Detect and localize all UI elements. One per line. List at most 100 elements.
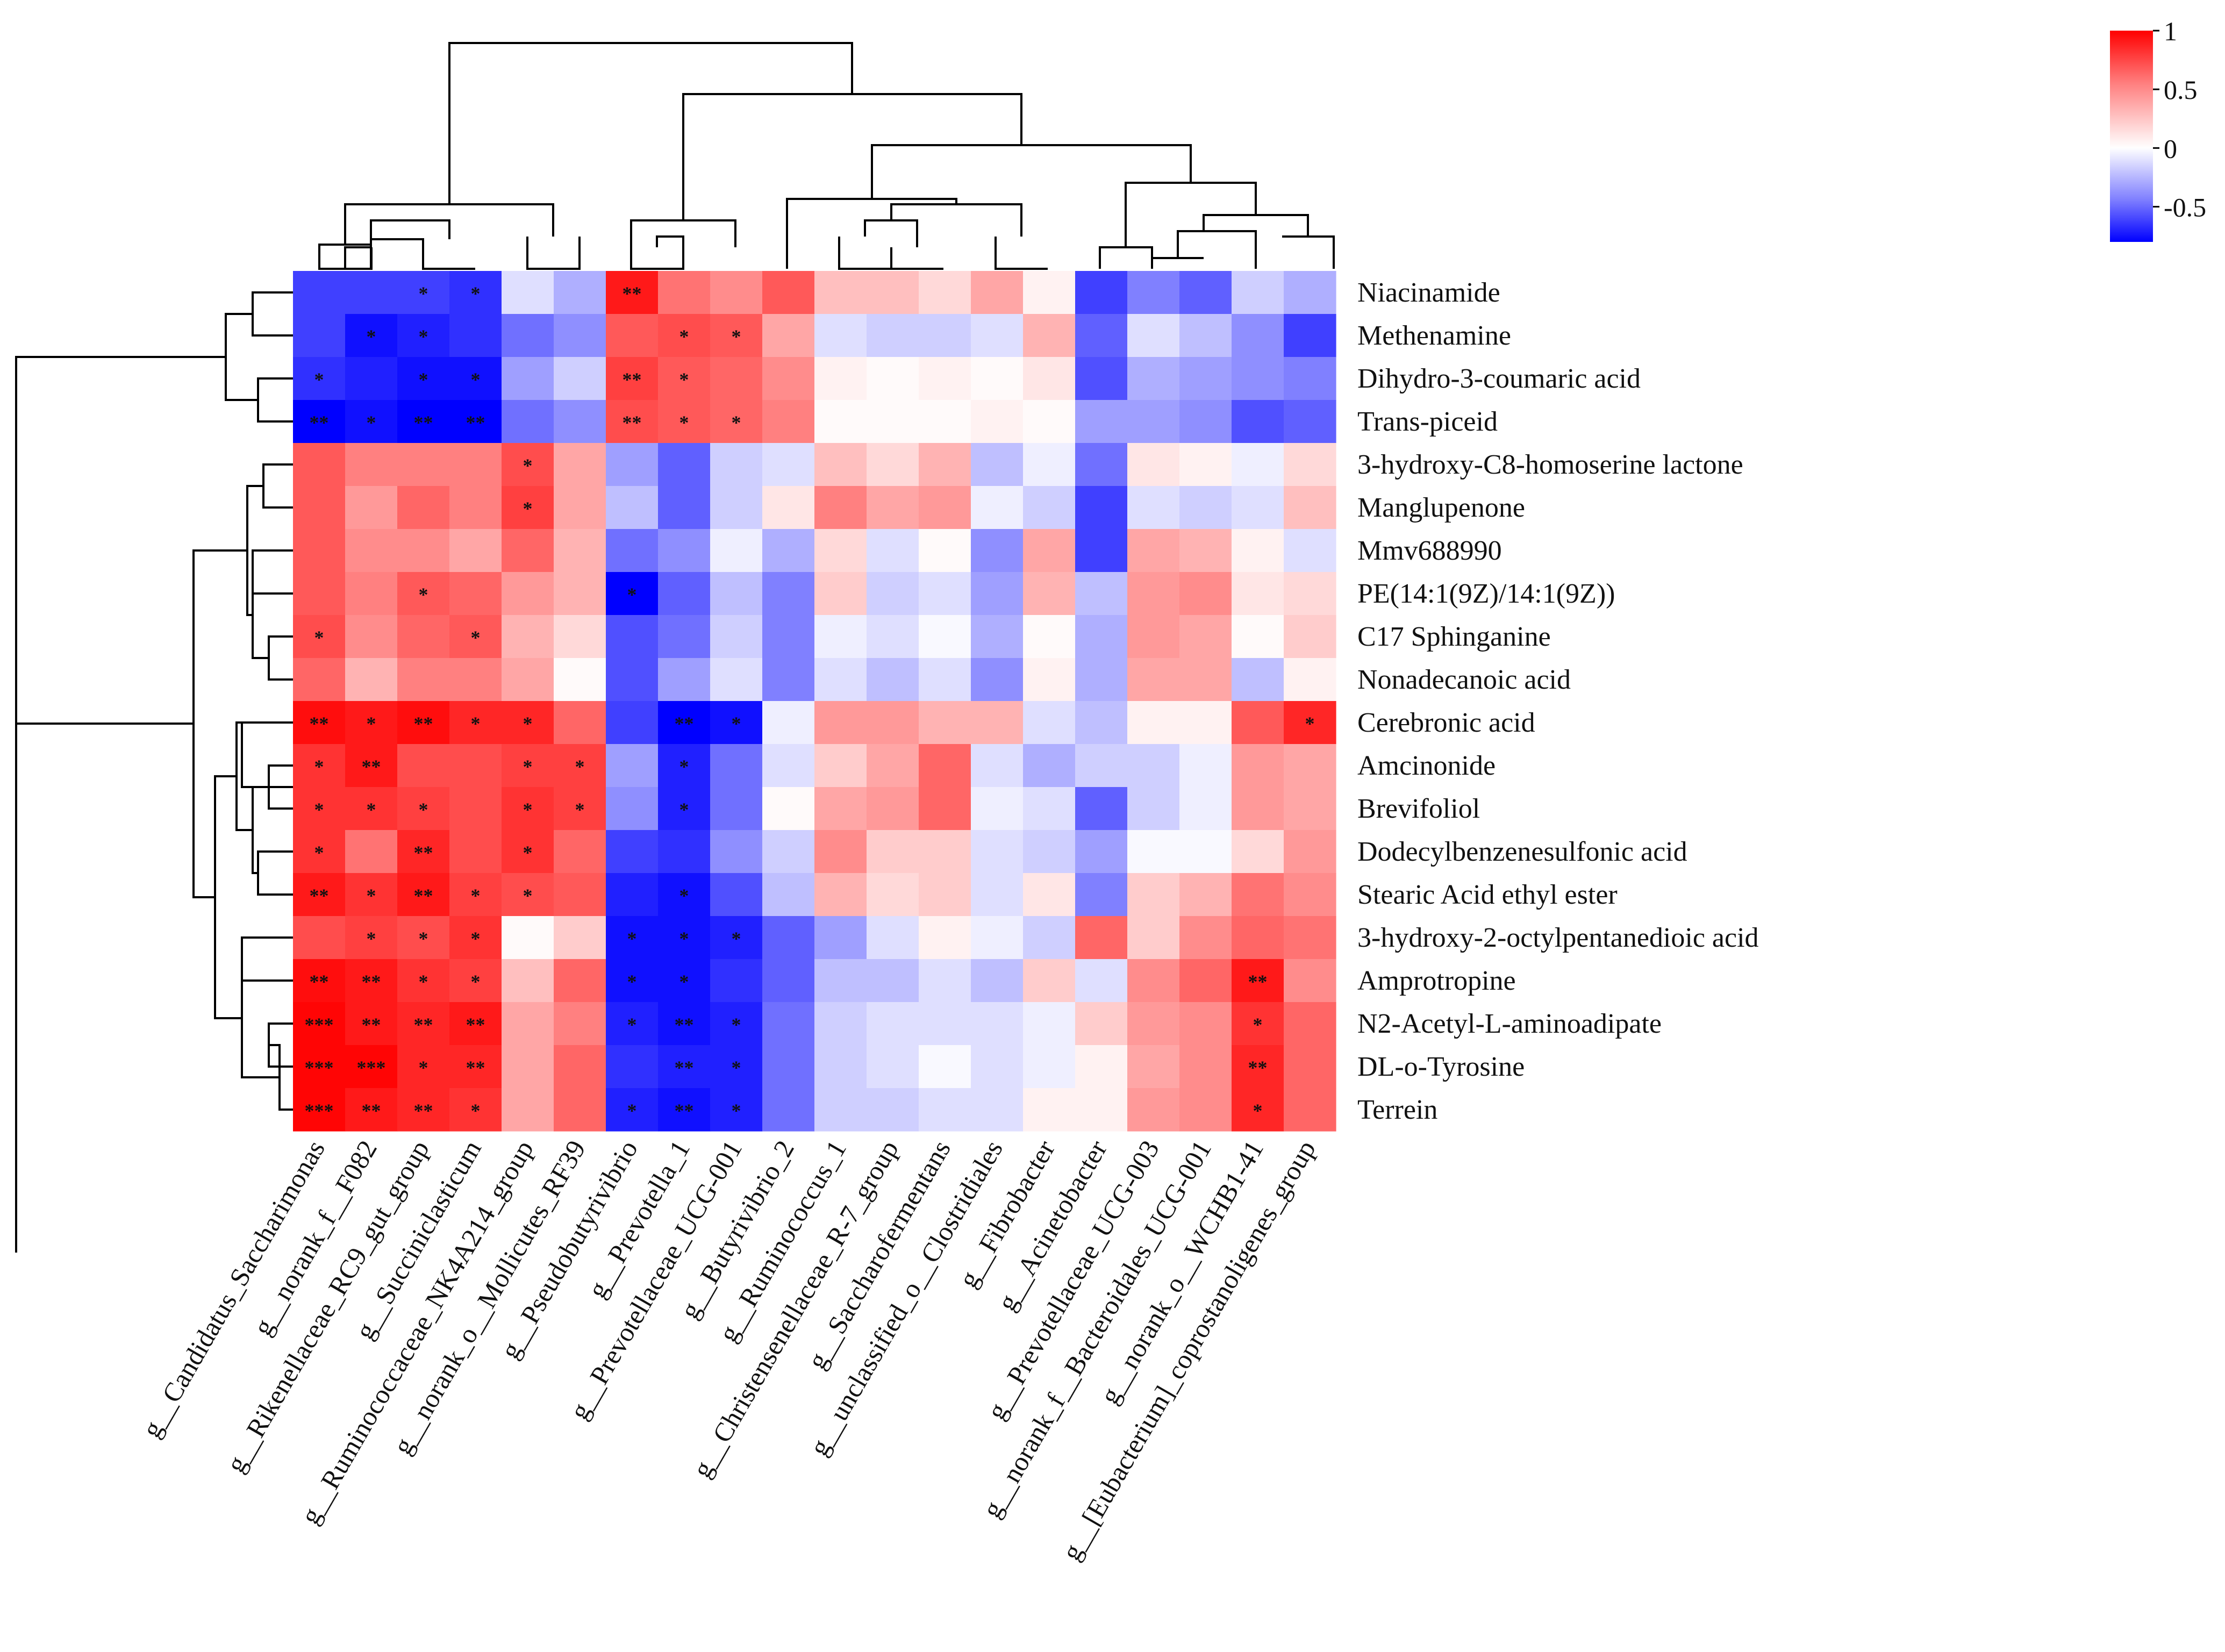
heatmap-cell xyxy=(1179,486,1232,530)
heatmap-cell xyxy=(710,787,763,831)
significance-mark: * xyxy=(367,713,376,734)
heatmap-cell xyxy=(345,1088,398,1132)
col-dendro-link-28 xyxy=(682,93,1022,204)
heatmap-cell xyxy=(554,314,606,357)
significance-mark: * xyxy=(471,369,481,390)
heatmap-cell xyxy=(1023,486,1076,530)
significance-mark: * xyxy=(732,412,741,433)
heatmap-cell xyxy=(971,1002,1024,1046)
heatmap-cell xyxy=(1232,873,1284,917)
heatmap-cell xyxy=(658,916,711,960)
heatmap-cell xyxy=(710,658,763,702)
heatmap-cell xyxy=(658,787,711,831)
heatmap-cell xyxy=(1232,1088,1284,1132)
heatmap-cell xyxy=(658,572,711,616)
heatmap-cell xyxy=(867,1088,919,1132)
heatmap-cell xyxy=(867,916,919,960)
significance-mark: *** xyxy=(357,1057,386,1078)
heatmap-cell xyxy=(345,400,398,444)
heatmap-cell xyxy=(449,1002,502,1046)
significance-mark: ** xyxy=(310,713,329,734)
row-label: 3-hydroxy-C8-homoserine lactone xyxy=(1357,449,1743,480)
heatmap-cell xyxy=(397,486,450,530)
heatmap-cell xyxy=(1023,400,1076,444)
heatmap-cell xyxy=(867,529,919,573)
heatmap-cell xyxy=(1232,787,1284,831)
heatmap-cell xyxy=(293,1045,346,1089)
heatmap-cell xyxy=(1232,400,1284,444)
heatmap-cell xyxy=(397,271,450,314)
row-label: Trans-piceid xyxy=(1357,406,1498,437)
heatmap-cell xyxy=(606,443,659,487)
heatmap-cell xyxy=(345,873,398,917)
heatmap-cell xyxy=(919,572,971,616)
heatmap-cell xyxy=(1023,314,1076,357)
heatmap-cell xyxy=(606,701,659,745)
row-label: Dihydro-3-coumaric acid xyxy=(1357,363,1641,394)
heatmap-cell xyxy=(867,400,919,444)
heatmap-cell xyxy=(1232,830,1284,874)
heatmap-cell xyxy=(867,830,919,874)
heatmap-cell xyxy=(867,1045,919,1089)
heatmap-cell xyxy=(814,701,867,745)
heatmap-cell xyxy=(971,443,1024,487)
heatmap-cell xyxy=(502,486,554,530)
significance-mark: * xyxy=(1305,713,1315,734)
heatmap-cell xyxy=(710,916,763,960)
heatmap-cell xyxy=(814,314,867,357)
significance-mark: * xyxy=(575,756,585,777)
heatmap-cell xyxy=(1075,916,1128,960)
heatmap-cell xyxy=(502,658,554,702)
heatmap-cell xyxy=(1023,1088,1076,1132)
heatmap-cell xyxy=(606,529,659,573)
heatmap-cell xyxy=(867,744,919,788)
heatmap-cell xyxy=(554,357,606,401)
heatmap-cell xyxy=(1075,658,1128,702)
heatmap-cell xyxy=(971,1088,1024,1132)
heatmap-cell xyxy=(658,615,711,659)
heatmap-cell xyxy=(919,959,971,1003)
heatmap-cell xyxy=(1127,830,1180,874)
heatmap-cell xyxy=(397,787,450,831)
heatmap-cell xyxy=(867,658,919,702)
significance-mark: * xyxy=(471,1100,481,1121)
colorbar-tick-label: 0 xyxy=(2164,133,2177,163)
significance-mark: * xyxy=(419,1057,428,1078)
heatmap-cell xyxy=(1284,916,1336,960)
heatmap-cell xyxy=(1127,959,1180,1003)
heatmap-cell xyxy=(1179,615,1232,659)
col-dendro-link-15 xyxy=(890,247,943,270)
significance-mark: ** xyxy=(310,885,329,906)
heatmap-cell xyxy=(293,701,346,745)
heatmap-cell xyxy=(1284,787,1336,831)
heatmap-cell xyxy=(814,787,867,831)
heatmap-cell xyxy=(449,314,502,357)
significance-mark: ** xyxy=(414,885,433,906)
heatmap-cell xyxy=(1023,529,1076,573)
heatmap-cell xyxy=(1179,959,1232,1003)
significance-mark: * xyxy=(471,971,481,992)
heatmap-cell xyxy=(867,314,919,357)
heatmap-cell xyxy=(658,529,711,573)
heatmap-cell xyxy=(867,787,919,831)
heatmap-cell xyxy=(1232,1002,1284,1046)
significance-mark: * xyxy=(1253,1100,1263,1121)
heatmap-cell xyxy=(502,443,554,487)
heatmap-cell xyxy=(1232,271,1284,314)
heatmap-cell xyxy=(293,572,346,616)
heatmap-cell xyxy=(971,959,1024,1003)
heatmap-cell xyxy=(867,572,919,616)
heatmap-cell xyxy=(397,572,450,616)
heatmap-cell xyxy=(449,658,502,702)
heatmap-cell xyxy=(397,701,450,745)
heatmap-cell xyxy=(606,400,659,444)
row-label: Amcinonide xyxy=(1357,750,1496,781)
heatmap-cell xyxy=(1075,615,1128,659)
heatmap-cell xyxy=(554,916,606,960)
significance-mark: * xyxy=(523,842,533,863)
heatmap-cell xyxy=(1075,314,1128,357)
heatmap-cell xyxy=(1284,572,1336,616)
heatmap-cell xyxy=(293,658,346,702)
heatmap-cell xyxy=(606,744,659,788)
heatmap-cell xyxy=(762,787,815,831)
